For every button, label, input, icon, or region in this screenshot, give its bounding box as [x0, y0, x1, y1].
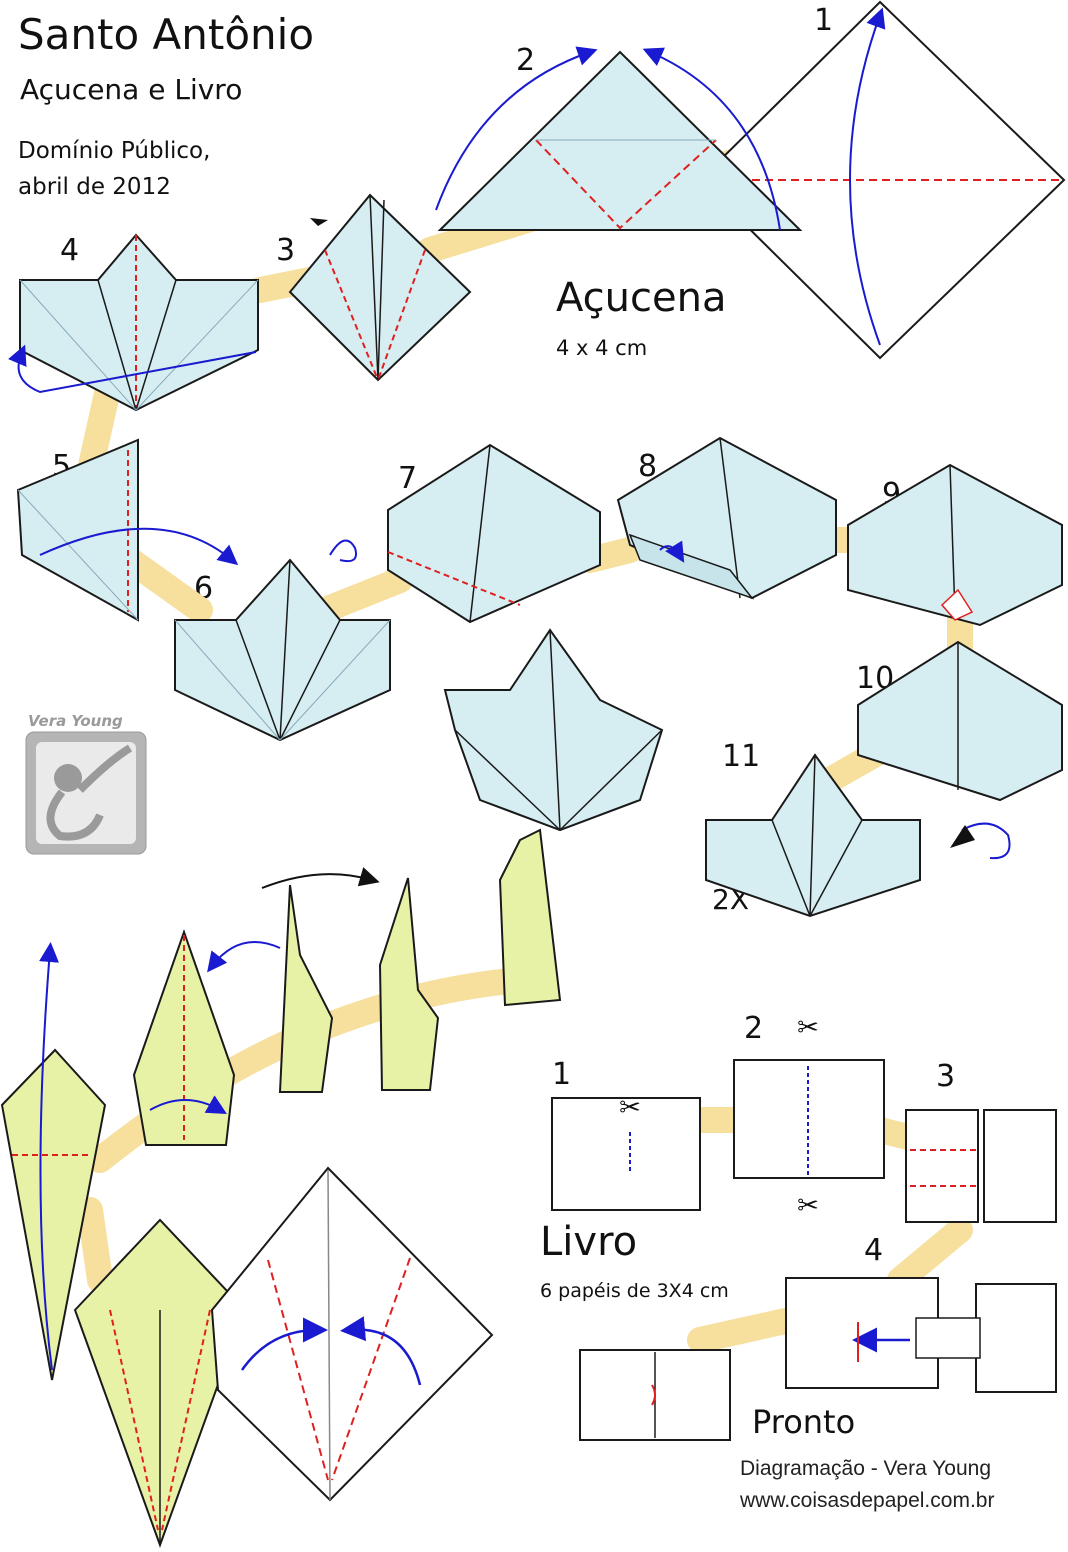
livro-title: Livro: [540, 1219, 638, 1265]
leaf-step-tall-2: [378, 877, 440, 1091]
step-3-base: [288, 193, 472, 382]
finished-lily: [443, 628, 664, 1007]
logo-mark: [25, 731, 147, 855]
acucena-step-2: 2: [516, 43, 536, 78]
leaf-step-fold: [132, 928, 281, 1146]
logo-text: Vera Young: [28, 712, 123, 730]
step-8-lily: [616, 436, 837, 600]
scissors-icon-bottom: ✂: [797, 1191, 819, 1221]
credit-line-2: abril de 2012: [18, 174, 171, 200]
acucena-size: 4 x 4 cm: [556, 336, 648, 360]
step-2-triangle: [435, 46, 803, 231]
acucena-step-1: 1: [814, 3, 834, 38]
livro-done-label: Pronto: [752, 1403, 856, 1441]
acucena-step-4: 4: [60, 233, 80, 268]
footer-website: www.coisasdepapel.com.br: [740, 1489, 995, 1512]
leaf-step-square: [210, 1166, 494, 1502]
footer-credit: Diagramação - Vera Young: [740, 1457, 992, 1480]
path-livro-3-4: [887, 1217, 973, 1293]
livro-step-4: 4: [864, 1233, 884, 1268]
step-4-petal: [8, 233, 259, 412]
leaf-step-kite: [0, 942, 107, 1381]
livro-step-2: ✂ ✂: [733, 1013, 885, 1221]
credit-line-1: Domínio Público,: [18, 138, 211, 164]
page-title: Santo Antônio: [18, 10, 315, 59]
acucena-title: Açucena: [556, 275, 727, 321]
acucena-step-11: 11: [722, 739, 761, 774]
livro-step-1: ✂: [551, 1093, 701, 1211]
leaf-step-tall-1: [261, 867, 380, 1093]
livro-step-4: [785, 1277, 1057, 1393]
page-subtitle: Açucena e Livro: [20, 73, 243, 106]
step-5-fold: [16, 438, 239, 622]
acucena-step-3: 3: [276, 233, 296, 268]
scissors-icon-top: ✂: [797, 1013, 819, 1043]
livro-size: 6 papéis de 3X4 cm: [540, 1280, 729, 1302]
scissors-icon: ✂: [619, 1093, 641, 1123]
acucena-step-8: 8: [638, 449, 658, 484]
path-stem: [77, 1197, 113, 1293]
step-7-lily: [329, 443, 601, 624]
step-6-kite: [174, 558, 391, 742]
step-11-lily: [705, 753, 921, 918]
path-step5-6: [117, 547, 213, 623]
livro-step-1: 1: [552, 1057, 572, 1092]
step-1-square: [698, 0, 1066, 360]
monkey-icon: [54, 764, 82, 792]
acucena-step-7: 7: [398, 461, 418, 496]
step-9-lily: [847, 463, 1063, 627]
path-livro-4-done: [687, 1307, 803, 1353]
livro-step-2: 2: [744, 1011, 764, 1046]
livro-done: [579, 1349, 731, 1441]
livro-step-3: 3: [936, 1059, 956, 1094]
step-10-lily: [857, 640, 1063, 860]
livro-step-3: [905, 1109, 1057, 1223]
